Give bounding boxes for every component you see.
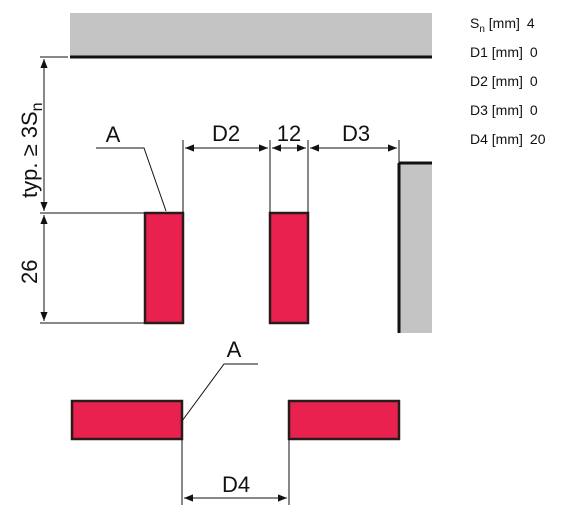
- param-row: Sn [mm] 4: [470, 15, 535, 35]
- sensor-bottom-left: [70, 399, 184, 441]
- sensor-bottom-right: [287, 399, 401, 441]
- width-label: 12: [277, 121, 301, 146]
- d4-label: D4: [222, 472, 250, 497]
- right-metal-wall: [400, 163, 432, 333]
- typ-distance-label: typ. ≥ 3Sn: [17, 102, 46, 198]
- param-row: D4 [mm] 20: [470, 131, 546, 147]
- param-row: D2 [mm] 0: [470, 73, 538, 89]
- a-label-bottom: A: [227, 337, 242, 362]
- a-label-top: A: [106, 122, 121, 147]
- parameter-table: Sn [mm] 4 D1 [mm] 0 D2 [mm] 0 D3 [mm] 0 D4 […: [470, 15, 546, 147]
- d2-label: D2: [212, 121, 240, 146]
- param-row: D1 [mm] 0: [470, 44, 538, 60]
- sensor-left: [143, 211, 185, 325]
- a-leader-top: [96, 147, 167, 212]
- sensor-right: [268, 211, 310, 325]
- d3-label: D3: [342, 121, 370, 146]
- height-label: 26: [17, 260, 42, 284]
- top-metal-plate: [70, 13, 432, 56]
- param-row: D3 [mm] 0: [470, 102, 538, 118]
- a-leader-bottom: [181, 363, 258, 422]
